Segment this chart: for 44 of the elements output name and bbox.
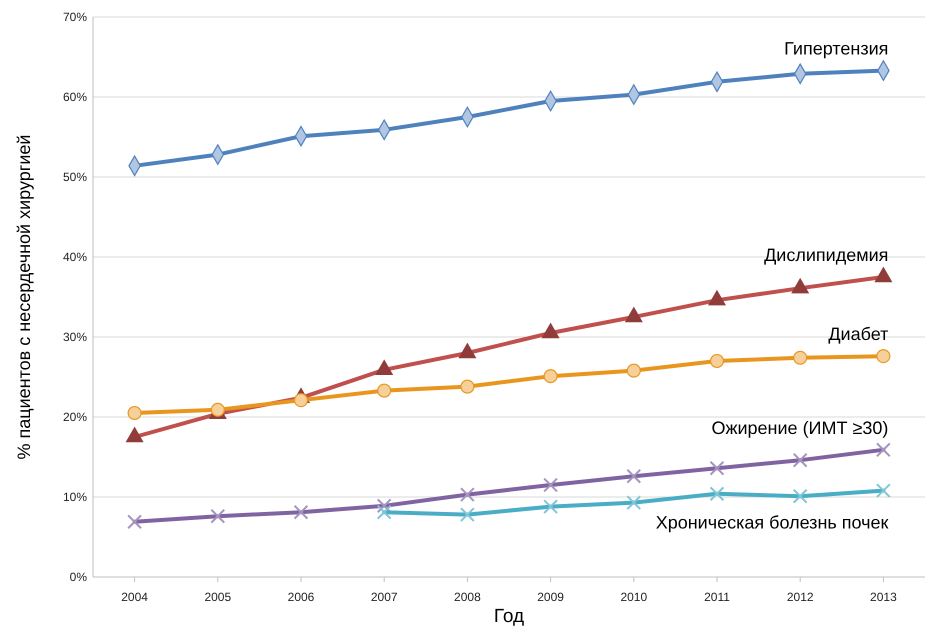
series-label: Дислипидемия <box>764 245 888 265</box>
point <box>543 478 558 492</box>
x-tick-label: 2012 <box>786 590 814 604</box>
y-tick-label: 0% <box>70 570 88 584</box>
x-tick-label: 2008 <box>454 590 482 604</box>
x-tick-label: 2011 <box>704 590 730 604</box>
point <box>792 452 808 468</box>
y-tick-label: 70% <box>62 10 88 24</box>
x-tick-label: 2013 <box>870 590 898 604</box>
point <box>294 504 308 520</box>
x-tick-label: 2010 <box>620 590 648 604</box>
series-label: Гипертензия <box>784 38 888 59</box>
point <box>128 406 142 420</box>
series-label: Хроническая болезнь почек <box>656 512 889 533</box>
x-tick-label: 2005 <box>204 590 232 604</box>
y-tick-label: 50% <box>62 170 88 184</box>
point <box>793 350 808 365</box>
point <box>460 380 474 394</box>
point <box>876 442 891 458</box>
point <box>876 349 890 364</box>
series-label: Ожирение (ИМТ ≥30) <box>711 418 888 438</box>
point <box>710 354 724 368</box>
point <box>544 369 558 384</box>
point <box>294 393 308 408</box>
x-tick-label: 2004 <box>121 590 148 604</box>
point <box>710 460 724 476</box>
y-tick-label: 40% <box>62 250 88 264</box>
y-tick-label: 30% <box>62 330 88 344</box>
point <box>626 364 641 378</box>
point <box>210 508 226 524</box>
y-tick-label: 60% <box>62 90 88 104</box>
x-tick-label: 2006 <box>288 590 315 604</box>
y-tick-label: 10% <box>62 490 88 504</box>
point <box>626 468 642 484</box>
point <box>376 498 392 514</box>
series-label: Диабет <box>828 324 888 344</box>
x-tick-label: 2009 <box>537 590 564 604</box>
point <box>127 514 142 530</box>
y-axis-title: % пациентов с несердечной хирургией <box>14 134 34 460</box>
point <box>377 384 392 398</box>
x-axis-title: Год <box>494 606 524 627</box>
x-tick-label: 2007 <box>370 590 398 604</box>
point <box>460 487 475 502</box>
y-tick-label: 20% <box>62 410 88 424</box>
